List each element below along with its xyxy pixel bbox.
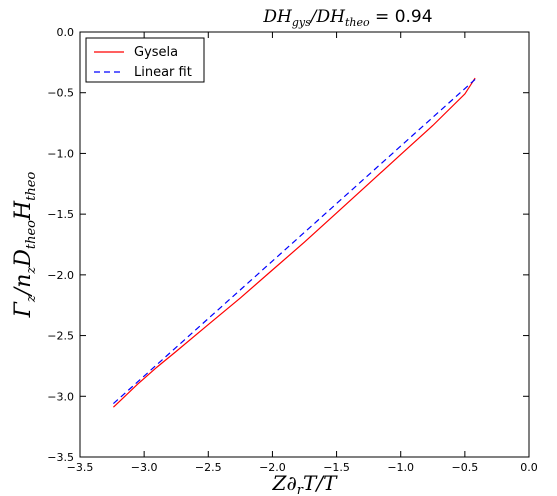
- x-tick-label: 0.0: [520, 461, 538, 474]
- plot-area: [112, 77, 476, 408]
- title-value: 0.94: [395, 7, 433, 27]
- x-tick-label: −3.0: [131, 461, 158, 474]
- y-tick-label: −0.5: [47, 87, 74, 100]
- x-tick-label: −2.5: [195, 461, 222, 474]
- x-tick-label: −2.0: [259, 461, 286, 474]
- svg-text:DHgys/DHtheo = 0.94: DHgys/DHtheo = 0.94: [262, 7, 432, 29]
- x-tick-label: −1.5: [323, 461, 350, 474]
- legend-box: [85, 37, 205, 83]
- y-tick-label: −3.0: [47, 390, 74, 403]
- y-tick-label: 0.0: [57, 26, 75, 39]
- y-axis-label: Γz/nzDtheoHtheo: [11, 172, 39, 319]
- legend-label-gysela: Gysela: [134, 45, 178, 60]
- y-tick-label: −2.5: [47, 330, 74, 343]
- legend-label-linear-fit: Linear fit: [134, 65, 192, 80]
- y-tick-label: −1.0: [47, 147, 74, 160]
- y-tick-label: −1.5: [47, 208, 74, 221]
- y-tick-label: −2.0: [47, 269, 74, 282]
- title-eq: =: [375, 7, 395, 27]
- title-rhs: DH: [316, 7, 347, 27]
- y-tick-label: −3.5: [47, 451, 74, 464]
- title-lhs-sub: gys: [292, 16, 311, 29]
- chart-title: DHgys/DHtheo = 0.94: [262, 7, 432, 29]
- svg-text:Z∂rT/T: Z∂rT/T: [272, 471, 339, 496]
- series-line-gysela: [112, 77, 476, 408]
- x-tick-label: −1.0: [387, 461, 414, 474]
- x-axis-label: Z∂rT/T: [272, 471, 339, 496]
- plot-frame: [79, 31, 530, 458]
- title-lhs: DH: [262, 7, 293, 27]
- x-tick-label: −3.5: [67, 461, 94, 474]
- series-line-linear-fit: [112, 78, 476, 405]
- legend: Gysela Linear fit: [85, 37, 205, 83]
- title-rhs-sub: theo: [345, 16, 370, 29]
- x-tick-label: −0.5: [451, 461, 478, 474]
- axis-ticks: −3.5 −3.0 −2.5 −2.0 −1.5 −1.0 −0.5 0.0 −3.5 −3.0 −…: [47, 26, 537, 474]
- svg-text:Γz/nzDtheoHtheo: Γz/nzDtheoHtheo: [11, 172, 39, 319]
